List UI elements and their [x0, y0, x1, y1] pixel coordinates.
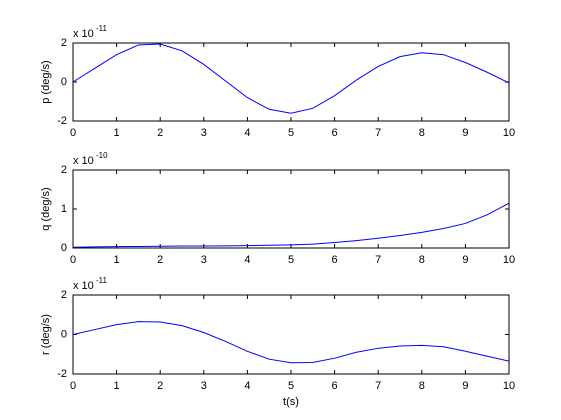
y-tick-label: 0 — [61, 242, 67, 254]
x-tick-label: 3 — [201, 254, 207, 266]
x-tick-label: 1 — [114, 127, 120, 139]
y-tick-label: 0 — [61, 328, 67, 340]
x-tick-label: 9 — [462, 380, 468, 392]
y-exponent: -11 — [96, 24, 108, 33]
x-tick-label: 1 — [114, 254, 120, 266]
y-axis-label: q (deg/s) — [40, 187, 52, 230]
y-exponent: -11 — [96, 276, 108, 285]
x-tick-label: 4 — [244, 127, 250, 139]
y-axis-label: r (deg/s) — [40, 314, 52, 355]
x-tick-label: 5 — [288, 380, 294, 392]
x-axis-label: t(s) — [283, 396, 299, 408]
x-tick-label: 10 — [503, 127, 515, 139]
x-tick-label: 2 — [157, 127, 163, 139]
x-tick-label: 8 — [419, 127, 425, 139]
x-tick-label: 6 — [332, 254, 338, 266]
y-tick-label: 2 — [61, 37, 67, 49]
x-tick-label: 1 — [114, 380, 120, 392]
data-line — [72, 321, 510, 364]
y-axis-label: p (deg/s) — [40, 60, 52, 103]
x-tick-label: 2 — [157, 380, 163, 392]
x-tick-label: 6 — [332, 380, 338, 392]
x-tick-label: 8 — [419, 380, 425, 392]
x-tick-label: 0 — [70, 127, 76, 139]
x-tick-label: 3 — [201, 380, 207, 392]
x-tick-label: 4 — [244, 380, 250, 392]
x-tick-label: 0 — [70, 254, 76, 266]
x-tick-label: 8 — [419, 254, 425, 266]
x-tick-label: 3 — [201, 127, 207, 139]
x-tick-label: 5 — [288, 254, 294, 266]
x-tick-label: 6 — [332, 127, 338, 139]
y-tick-label: -2 — [57, 115, 67, 127]
x-tick-label: 9 — [462, 254, 468, 266]
y-tick-label: 2 — [61, 289, 67, 301]
x-tick-label: 10 — [503, 254, 515, 266]
x-tick-label: 7 — [375, 254, 381, 266]
x-tick-label: 9 — [462, 127, 468, 139]
x-tick-label: 0 — [70, 380, 76, 392]
x-tick-label: 10 — [503, 380, 515, 392]
axes-box — [72, 294, 510, 375]
x-tick-label: 7 — [375, 380, 381, 392]
data-line — [72, 43, 510, 114]
y-tick-label: 0 — [61, 76, 67, 88]
x-tick-label: 2 — [157, 254, 163, 266]
y-tick-label: -2 — [57, 368, 67, 380]
axes-box — [72, 169, 510, 249]
y-multiplier: x 10 — [73, 280, 94, 292]
x-tick-label: 5 — [288, 127, 294, 139]
y-tick-label: 2 — [61, 164, 67, 176]
x-tick-label: 4 — [244, 254, 250, 266]
y-multiplier: x 10 — [73, 28, 94, 40]
data-line — [72, 202, 510, 248]
y-exponent: -10 — [96, 151, 108, 160]
axes-box — [72, 42, 510, 122]
y-tick-label: 1 — [61, 203, 67, 215]
y-multiplier: x 10 — [73, 155, 94, 167]
x-tick-label: 7 — [375, 127, 381, 139]
